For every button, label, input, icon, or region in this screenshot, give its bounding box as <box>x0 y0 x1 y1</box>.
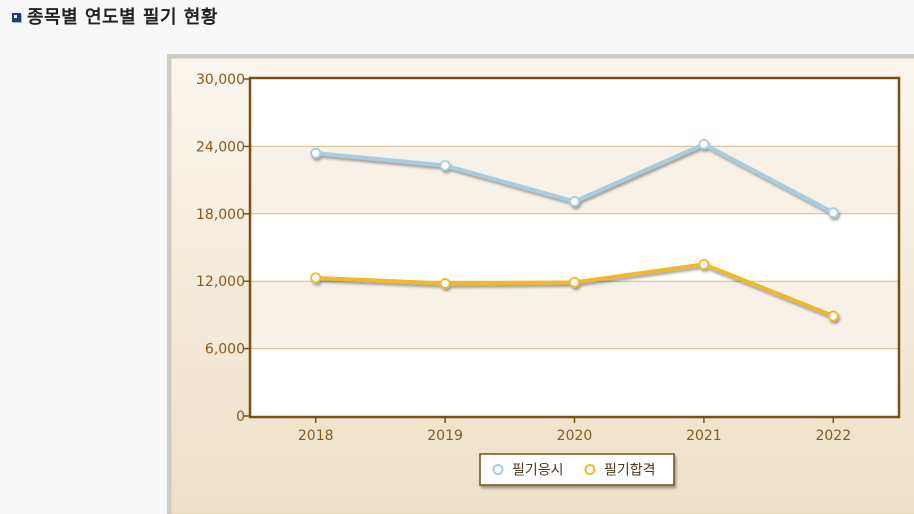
title-bullet-icon <box>12 12 21 22</box>
y-tick-label: 6,000 <box>205 342 245 358</box>
data-point <box>310 272 322 284</box>
legend-label: 필기합격 <box>604 463 656 479</box>
chart-container: 0 6,000 12,000 18,000 24,000 30,000 2018 2019 2… <box>167 54 914 514</box>
y-tick-label: 30,000 <box>196 72 245 88</box>
series-2 <box>310 258 839 322</box>
plot-band <box>251 79 898 147</box>
x-tick-label: 2018 <box>298 428 334 444</box>
data-point <box>569 276 580 288</box>
data-point <box>698 138 710 150</box>
plot-band <box>251 281 898 349</box>
legend-label: 필기응시 <box>512 463 564 479</box>
data-point <box>827 310 839 322</box>
data-point <box>439 278 451 289</box>
data-point <box>310 147 322 159</box>
data-point <box>827 207 839 219</box>
y-tick-label: 18,000 <box>196 207 245 223</box>
line-chart: 0 6,000 12,000 18,000 24,000 30,000 2018 2019 2… <box>170 57 914 514</box>
x-tick-label: 2020 <box>557 428 593 444</box>
data-point <box>698 258 710 270</box>
plot-band <box>251 213 898 282</box>
page-title: 종목별 연도별 필기 현황 <box>27 7 218 28</box>
y-tick-label: 12,000 <box>196 274 245 290</box>
data-point <box>439 160 451 171</box>
series-1 <box>310 138 839 219</box>
page-header: 종목별 연도별 필기 현황 <box>12 4 218 28</box>
data-point <box>569 196 580 207</box>
x-tick-label: 2022 <box>815 428 851 444</box>
y-tick-label: 24,000 <box>196 139 245 155</box>
legend-marker <box>584 464 596 475</box>
x-tick-label: 2019 <box>427 428 463 444</box>
x-tick-label: 2021 <box>686 428 722 444</box>
y-tick-label: 0 <box>236 409 245 425</box>
plot-band <box>251 348 898 416</box>
legend-marker <box>492 464 504 475</box>
legend-box <box>479 453 675 486</box>
